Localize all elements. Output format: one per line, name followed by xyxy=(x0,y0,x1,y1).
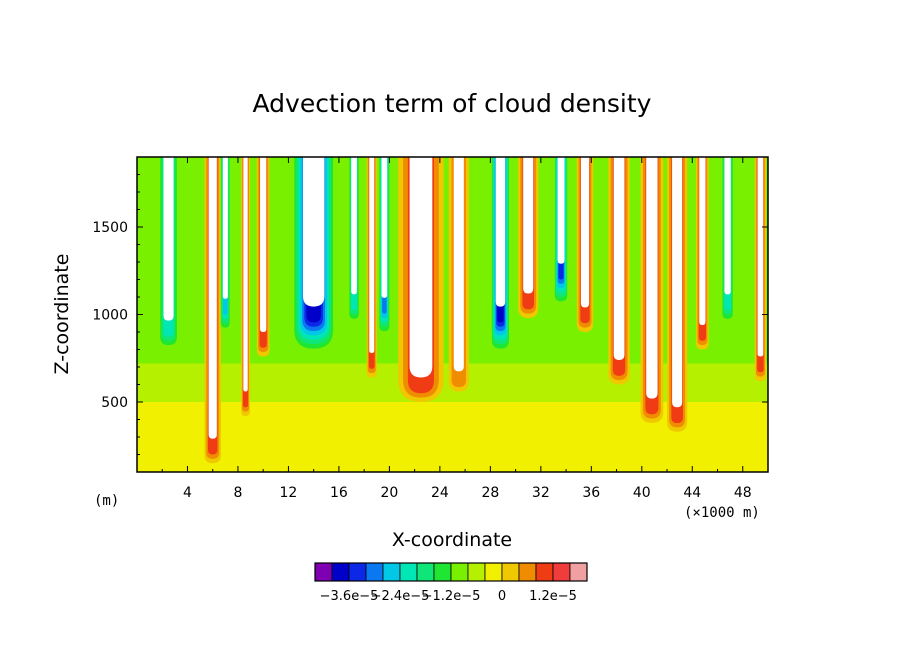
y-axis-label: Z-coordinate xyxy=(51,254,73,375)
colorbar-swatch xyxy=(552,562,571,582)
plume-core xyxy=(208,157,217,439)
x-tick-label: 16 xyxy=(330,485,348,501)
chart-title: Advection term of cloud density xyxy=(253,89,652,118)
colorbar-swatch xyxy=(365,562,384,582)
plume-core xyxy=(243,157,248,392)
plume xyxy=(241,157,250,416)
plume-core xyxy=(409,157,433,378)
colorbar-swatch xyxy=(569,562,588,582)
plume-core xyxy=(163,157,174,321)
x-axis-label: X-coordinate xyxy=(392,529,512,551)
colorbar-frame xyxy=(314,562,588,582)
colorbar-swatch xyxy=(416,562,435,582)
plume xyxy=(667,157,688,432)
plume xyxy=(608,157,630,385)
colorbar-tick-label: 1.2e−5 xyxy=(529,589,577,604)
colorbar-swatch xyxy=(399,562,418,582)
y-tick-label: 1500 xyxy=(92,220,128,236)
plume-core xyxy=(613,157,625,360)
plume-core xyxy=(381,157,388,298)
colorbar-swatch xyxy=(450,562,469,582)
plume-core xyxy=(724,157,731,295)
x-unit-left: (m) xyxy=(94,493,119,509)
colorbar-swatch xyxy=(484,562,503,582)
plume xyxy=(378,157,391,336)
plume xyxy=(158,157,179,350)
x-tick-label: 8 xyxy=(233,485,242,501)
colorbar-swatch xyxy=(382,562,401,582)
x-tick-label: 32 xyxy=(532,485,550,501)
colorbar-swatch xyxy=(314,562,333,582)
plume-core xyxy=(580,157,590,308)
x-tick-label: 44 xyxy=(683,485,701,501)
plume xyxy=(576,157,594,332)
colorbar-swatch xyxy=(348,562,367,582)
colorbar-tick-label: −1.2e−5 xyxy=(422,589,481,604)
x-tick-label: 20 xyxy=(380,485,398,501)
plume-core xyxy=(523,157,534,294)
x-tick-label: 28 xyxy=(481,485,499,501)
x-tick-label: 24 xyxy=(431,485,449,501)
colorbar-tick-label: −3.6e−5 xyxy=(320,589,379,604)
x-tick-label: 12 xyxy=(280,485,298,501)
plume xyxy=(554,157,568,306)
plume-core xyxy=(672,157,683,408)
plume-core xyxy=(222,157,228,299)
colorbar-swatch xyxy=(433,562,452,582)
plume xyxy=(256,157,270,357)
plume-core xyxy=(699,157,706,325)
plume xyxy=(490,157,510,353)
plume-core xyxy=(302,157,325,307)
colorbar-swatch xyxy=(518,562,537,582)
y-tick-label: 1000 xyxy=(92,308,128,324)
colorbar-tick-label: 0 xyxy=(498,589,506,604)
plume xyxy=(398,157,444,402)
y-axis: 500 1000 1500 xyxy=(92,174,768,455)
plume xyxy=(696,157,709,350)
plume xyxy=(754,157,767,381)
y-tick-label: 500 xyxy=(101,395,128,411)
plume-core xyxy=(260,157,267,332)
plume-core xyxy=(351,157,357,295)
plume-core xyxy=(557,157,565,264)
plume-core xyxy=(757,157,764,357)
x-tick-label: 4 xyxy=(183,485,192,501)
colorbar xyxy=(314,562,588,582)
colorbar-labels: −3.6e−5−2.4e−5−1.2e−5 0 1.2e−5 xyxy=(320,589,577,604)
colorbar-swatch xyxy=(467,562,486,582)
plume xyxy=(366,157,377,378)
plume xyxy=(292,157,336,353)
colorbar-swatch xyxy=(331,562,350,582)
plume-core xyxy=(646,157,658,399)
plume xyxy=(518,157,539,318)
x-tick-label: 36 xyxy=(582,485,600,501)
x-tick-label: 48 xyxy=(734,485,752,501)
plume xyxy=(220,157,231,332)
x-axis: 4 8 12 16 20 24 28 32 36 40 44 48 xyxy=(161,157,752,501)
heatmap-field xyxy=(137,157,768,472)
plume-core xyxy=(453,157,464,372)
plume-core xyxy=(369,157,375,353)
x-tick-label: 40 xyxy=(633,485,651,501)
plume xyxy=(204,157,221,464)
colorbar-tick-label: −2.4e−5 xyxy=(371,589,430,604)
plume xyxy=(721,157,734,324)
plume xyxy=(348,157,360,324)
x-unit-right: (×1000 m) xyxy=(684,505,760,521)
plume xyxy=(448,157,469,392)
colorbar-swatch xyxy=(501,562,520,582)
plume xyxy=(640,157,664,423)
colorbar-swatch xyxy=(535,562,554,582)
plume-core xyxy=(495,157,506,307)
